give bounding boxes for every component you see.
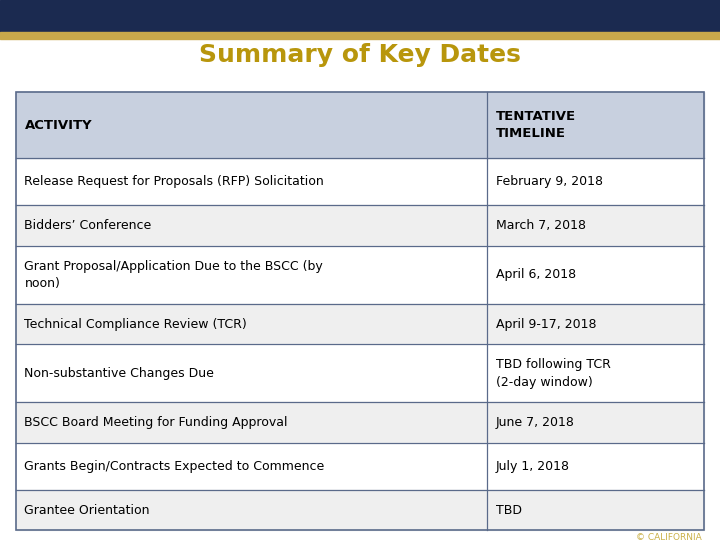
Bar (16, 92, 704, 158)
Text: Bidders’ Conference: Bidders’ Conference (24, 219, 152, 232)
Bar (16, 490, 704, 530)
Text: TENTATIVE
TIMELINE: TENTATIVE TIMELINE (496, 110, 576, 140)
Bar (16, 345, 704, 402)
Text: Non-substantive Changes Due: Non-substantive Changes Due (24, 367, 215, 380)
Text: TBD: TBD (496, 504, 522, 517)
Text: BSCC Board Meeting for Funding Approval: BSCC Board Meeting for Funding Approval (24, 416, 288, 429)
Text: Grant Proposal/Application Due to the BSCC (by
noon): Grant Proposal/Application Due to the BS… (24, 260, 323, 290)
Text: February 9, 2018: February 9, 2018 (496, 176, 603, 188)
Text: July 1, 2018: July 1, 2018 (496, 460, 570, 473)
Text: Grantee Orientation: Grantee Orientation (24, 504, 150, 517)
Bar (16, 304, 704, 345)
Text: March 7, 2018: March 7, 2018 (496, 219, 586, 232)
Bar (16, 92, 704, 530)
Bar (0, 0, 720, 32)
Text: ACTIVITY: ACTIVITY (24, 118, 92, 132)
Bar (16, 246, 704, 304)
Text: TBD following TCR
(2-day window): TBD following TCR (2-day window) (496, 358, 611, 389)
Text: Summary of Key Dates: Summary of Key Dates (199, 43, 521, 67)
Text: © CALIFORNIA: © CALIFORNIA (636, 533, 702, 540)
Bar (0, 32, 720, 39)
Bar (16, 206, 704, 246)
Text: April 6, 2018: April 6, 2018 (496, 268, 576, 281)
Bar (16, 402, 704, 443)
Text: April 9-17, 2018: April 9-17, 2018 (496, 318, 596, 330)
Text: Release Request for Proposals (RFP) Solicitation: Release Request for Proposals (RFP) Soli… (24, 176, 324, 188)
Text: June 7, 2018: June 7, 2018 (496, 416, 575, 429)
Text: Technical Compliance Review (TCR): Technical Compliance Review (TCR) (24, 318, 247, 330)
Text: Grants Begin/Contracts Expected to Commence: Grants Begin/Contracts Expected to Comme… (24, 460, 325, 473)
Bar (16, 443, 704, 490)
Bar (16, 158, 704, 206)
